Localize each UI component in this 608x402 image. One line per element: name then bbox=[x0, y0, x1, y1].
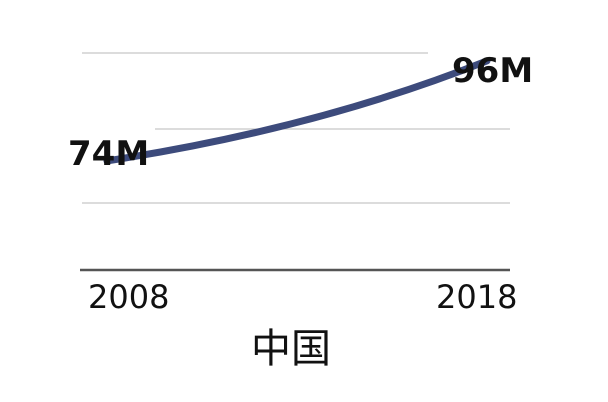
chart-title: 中国 bbox=[251, 326, 331, 372]
data-label-end: 96M bbox=[452, 51, 533, 91]
x-tick-label-2008: 2008 bbox=[88, 278, 169, 316]
data-label-start: 74M bbox=[68, 134, 149, 174]
x-tick-label-2018: 2018 bbox=[436, 278, 517, 316]
series-line bbox=[103, 57, 491, 165]
